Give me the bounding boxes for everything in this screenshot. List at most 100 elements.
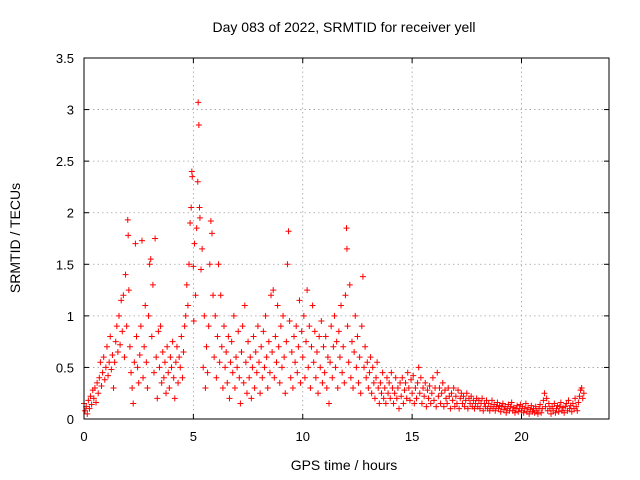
data-point-marker — [495, 405, 502, 412]
data-point-marker — [359, 273, 366, 280]
data-point-marker — [393, 395, 400, 402]
data-point-marker — [202, 385, 209, 392]
data-point-marker — [126, 343, 133, 350]
data-point-marker — [211, 354, 218, 361]
data-point-marker — [151, 369, 157, 376]
data-point-marker — [503, 409, 510, 416]
data-point-marker — [226, 395, 233, 402]
data-point-marker — [365, 385, 372, 392]
data-point-marker — [470, 397, 477, 404]
data-point-marker — [177, 364, 184, 371]
data-point-marker — [346, 281, 353, 288]
data-point-marker — [333, 338, 340, 345]
data-point-marker — [269, 348, 276, 355]
data-point-marker — [467, 400, 474, 407]
data-point-marker — [561, 409, 568, 416]
data-point-marker — [575, 399, 582, 406]
data-point-marker — [378, 390, 385, 397]
data-point-marker — [345, 359, 352, 366]
data-point-marker — [404, 369, 411, 376]
data-point-marker — [91, 385, 98, 392]
data-point-marker — [95, 390, 102, 397]
data-point-marker — [348, 338, 355, 345]
data-point-marker — [233, 354, 240, 361]
data-point-marker — [208, 230, 215, 237]
data-point-marker — [462, 397, 469, 404]
data-point-marker — [301, 374, 308, 381]
data-point-marker — [542, 403, 549, 410]
data-point-marker — [460, 393, 467, 400]
data-point-marker — [352, 312, 359, 319]
data-point-marker — [167, 354, 174, 361]
y-tick-label: 3 — [67, 103, 74, 118]
data-point-marker — [122, 271, 129, 278]
data-point-marker — [239, 323, 246, 330]
data-point-marker — [271, 374, 278, 381]
data-point-marker — [286, 318, 293, 325]
data-point-marker — [369, 364, 376, 371]
data-point-marker — [219, 385, 226, 392]
data-point-marker — [206, 261, 213, 268]
data-point-marker — [543, 395, 550, 402]
data-point-marker — [563, 400, 570, 407]
x-tick-label: 0 — [80, 429, 87, 444]
y-tick-label: 2 — [67, 206, 74, 221]
data-point-marker — [178, 333, 185, 340]
data-point-marker — [468, 393, 475, 400]
data-point-marker — [188, 168, 195, 175]
data-point-marker — [557, 399, 564, 406]
data-point-marker — [262, 312, 269, 319]
data-point-marker — [552, 409, 559, 416]
data-point-marker — [572, 395, 579, 402]
data-point-marker — [198, 266, 205, 273]
data-point-marker — [315, 390, 322, 397]
data-point-marker — [133, 333, 140, 340]
data-point-marker — [247, 354, 254, 361]
data-point-marker — [501, 406, 507, 413]
data-point-marker — [284, 261, 291, 268]
data-point-marker — [207, 217, 214, 224]
data-point-marker — [146, 261, 153, 268]
data-point-marker — [398, 393, 405, 400]
data-point-marker — [317, 364, 324, 371]
data-point-marker — [382, 400, 389, 407]
data-point-marker — [494, 399, 501, 406]
y-tick-label: 3.5 — [56, 51, 74, 66]
data-point-marker — [107, 333, 114, 340]
data-point-marker — [153, 354, 160, 361]
data-point-marker — [356, 354, 363, 361]
data-point-marker — [224, 379, 231, 386]
data-point-marker — [227, 359, 234, 366]
chart-title: Day 083 of 2022, SRMTID for receiver yel… — [213, 19, 476, 35]
data-point-marker — [311, 328, 318, 335]
data-point-marker — [236, 374, 243, 381]
data-point-marker — [215, 261, 222, 268]
data-point-marker — [159, 348, 166, 355]
data-point-marker — [129, 385, 136, 392]
data-point-marker — [418, 400, 425, 407]
data-point-marker — [528, 402, 535, 409]
data-point-marker — [461, 403, 468, 410]
data-point-marker — [144, 385, 151, 392]
data-point-marker — [125, 287, 132, 294]
data-point-marker — [420, 385, 427, 392]
data-point-marker — [328, 323, 335, 330]
data-point-marker — [158, 379, 165, 386]
data-point-marker — [304, 287, 311, 294]
data-point-marker — [521, 405, 528, 412]
data-point-marker — [191, 240, 198, 247]
data-point-marker — [280, 312, 287, 319]
data-point-marker — [94, 379, 101, 386]
data-point-marker — [88, 401, 95, 408]
data-point-marker — [351, 348, 358, 355]
data-point-marker — [225, 333, 232, 340]
data-point-marker — [176, 354, 183, 361]
data-point-marker — [216, 359, 223, 366]
data-point-marker — [499, 400, 506, 407]
data-point-marker — [190, 263, 197, 270]
data-point-marker — [200, 364, 207, 371]
data-point-marker — [350, 385, 357, 392]
chart-ticks: 0 0.5 1 1.5 2 2.5 3 3.5 0 5 10 15 20 — [56, 51, 609, 444]
data-point-marker — [488, 397, 495, 404]
data-point-marker — [399, 374, 406, 381]
